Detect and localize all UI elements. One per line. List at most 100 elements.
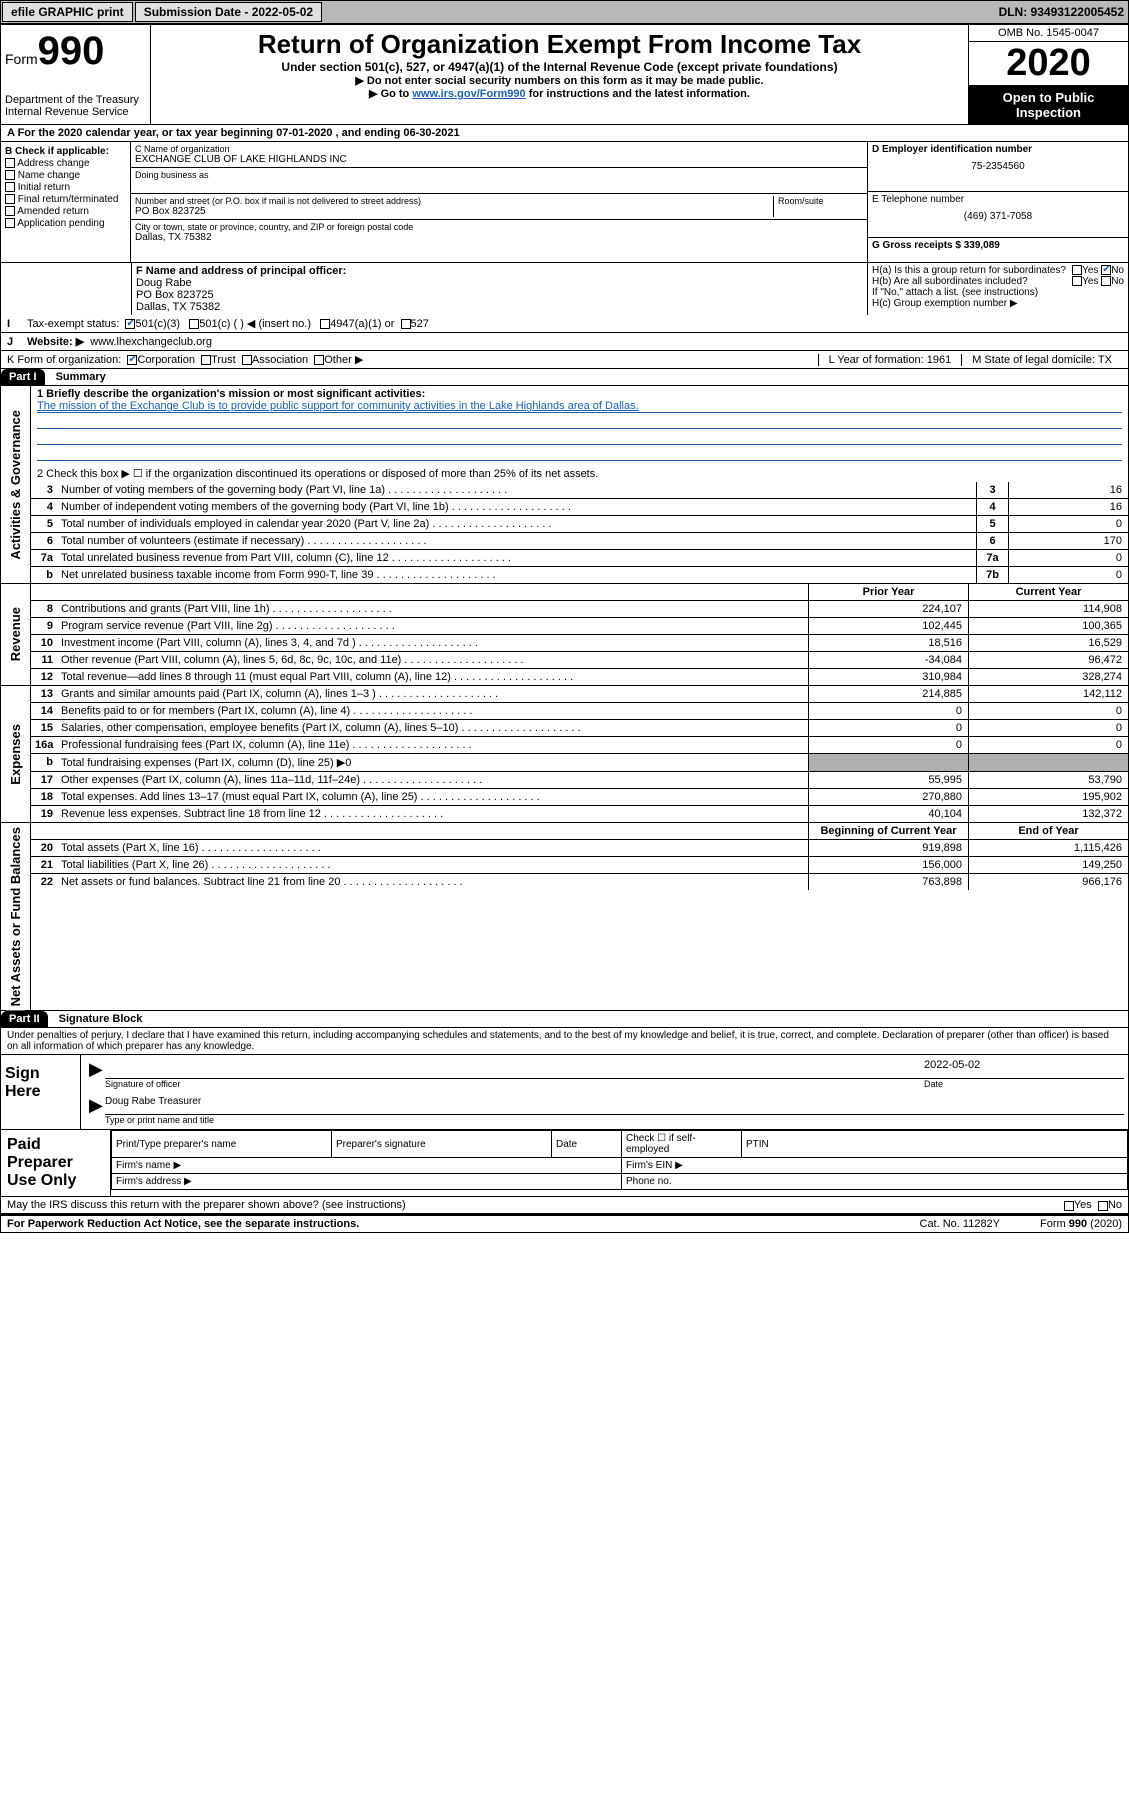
part1-revenue: Revenue Prior Year Current Year 8Contrib… bbox=[0, 584, 1129, 686]
chk-other[interactable] bbox=[314, 355, 324, 365]
sig-officer-label: Signature of officer bbox=[105, 1079, 924, 1089]
table-row: 4Number of independent voting members of… bbox=[31, 499, 1128, 516]
room-label: Room/suite bbox=[778, 196, 863, 206]
chk-trust[interactable] bbox=[201, 355, 211, 365]
table-row: 12Total revenue—add lines 8 through 11 (… bbox=[31, 669, 1128, 685]
part1-expenses: Expenses 13Grants and similar amounts pa… bbox=[0, 686, 1129, 823]
chk-corporation[interactable] bbox=[127, 355, 137, 365]
part1-title: Summary bbox=[48, 371, 106, 383]
vlabel-ag: Activities & Governance bbox=[6, 406, 25, 564]
website-label: Website: ▶ bbox=[27, 335, 84, 348]
sig-date: 2022-05-02 bbox=[924, 1059, 1124, 1079]
footer-row: For Paperwork Reduction Act Notice, see … bbox=[0, 1214, 1129, 1233]
chk-application-pending[interactable]: Application pending bbox=[5, 218, 126, 229]
table-row: 6Total number of volunteers (estimate if… bbox=[31, 533, 1128, 550]
table-row: 14Benefits paid to or for members (Part … bbox=[31, 703, 1128, 720]
declaration-text: Under penalties of perjury, I declare th… bbox=[0, 1028, 1129, 1055]
part1-activities-governance: Activities & Governance 1 Briefly descri… bbox=[0, 386, 1129, 584]
hc-label: H(c) Group exemption number ▶ bbox=[872, 298, 1124, 309]
vlabel-rev: Revenue bbox=[6, 603, 25, 665]
paid-preparer-label: Paid Preparer Use Only bbox=[1, 1130, 111, 1196]
mission-line-blank bbox=[37, 447, 1122, 461]
table-row: 21Total liabilities (Part X, line 26)156… bbox=[31, 857, 1128, 874]
chk-501c3[interactable] bbox=[125, 319, 135, 329]
paid-preparer-block: Paid Preparer Use Only Print/Type prepar… bbox=[0, 1130, 1129, 1197]
info-section: B Check if applicable: Address change Na… bbox=[0, 142, 1129, 262]
table-row: 11Other revenue (Part VIII, column (A), … bbox=[31, 652, 1128, 669]
part1-net-assets: Net Assets or Fund Balances Beginning of… bbox=[0, 823, 1129, 1011]
irs-label: Internal Revenue Service bbox=[5, 106, 146, 118]
table-row: 9Program service revenue (Part VIII, lin… bbox=[31, 618, 1128, 635]
form-title: Return of Organization Exempt From Incom… bbox=[155, 29, 964, 60]
chk-4947[interactable] bbox=[320, 319, 330, 329]
street-value: PO Box 823725 bbox=[135, 206, 773, 217]
chk-initial-return[interactable]: Initial return bbox=[5, 182, 126, 193]
chk-527[interactable] bbox=[401, 319, 411, 329]
pt-date-label: Date bbox=[552, 1131, 622, 1158]
table-row: 15Salaries, other compensation, employee… bbox=[31, 720, 1128, 737]
table-row: 18Total expenses. Add lines 13–17 (must … bbox=[31, 789, 1128, 806]
dba-label: Doing business as bbox=[135, 170, 863, 180]
form-number: Form990 bbox=[5, 29, 146, 74]
pt-sig-label: Preparer's signature bbox=[332, 1131, 552, 1158]
table-row: 8Contributions and grants (Part VIII, li… bbox=[31, 601, 1128, 618]
table-row: 3Number of voting members of the governi… bbox=[31, 482, 1128, 499]
sign-here-block: Sign Here ▶ Signature of officer 2022-05… bbox=[0, 1055, 1129, 1130]
table-row: bTotal fundraising expenses (Part IX, co… bbox=[31, 754, 1128, 772]
firm-name-label: Firm's name ▶ bbox=[112, 1158, 622, 1174]
chk-final-return[interactable]: Final return/terminated bbox=[5, 194, 126, 205]
type-name-label: Type or print name and title bbox=[105, 1115, 1124, 1125]
table-row: 5Total number of individuals employed in… bbox=[31, 516, 1128, 533]
hb-label: H(b) Are all subordinates included? Yes … bbox=[872, 276, 1124, 287]
tax-status-row: I Tax-exempt status: 501(c)(3) 501(c) ( … bbox=[0, 315, 1129, 333]
omb-number: OMB No. 1545-0047 bbox=[969, 25, 1128, 42]
ein-value: 75-2354560 bbox=[872, 161, 1124, 172]
chk-association[interactable] bbox=[242, 355, 252, 365]
signature-line[interactable]: ▶ bbox=[105, 1059, 924, 1079]
form-header: Form990 Department of the Treasury Inter… bbox=[0, 24, 1129, 125]
firm-addr-label: Firm's address ▶ bbox=[112, 1174, 622, 1190]
chk-amended-return[interactable]: Amended return bbox=[5, 206, 126, 217]
gross-receipts: G Gross receipts $ 339,089 bbox=[872, 240, 1000, 251]
street-label: Number and street (or P.O. box if mail i… bbox=[135, 196, 773, 206]
dln: DLN: 93493122005452 bbox=[999, 5, 1128, 19]
chk-address-change[interactable]: Address change bbox=[5, 158, 126, 169]
table-row: 13Grants and similar amounts paid (Part … bbox=[31, 686, 1128, 703]
line2: 2 Check this box ▶ ☐ if the organization… bbox=[31, 465, 1128, 482]
part2-title: Signature Block bbox=[51, 1013, 143, 1025]
col-begin-year: Beginning of Current Year bbox=[808, 823, 968, 839]
chk-name-change[interactable]: Name change bbox=[5, 170, 126, 181]
officer-name-line: ▶Doug Rabe Treasurer bbox=[105, 1095, 1124, 1115]
efile-button[interactable]: efile GRAPHIC print bbox=[2, 2, 133, 22]
table-row: bNet unrelated business taxable income f… bbox=[31, 567, 1128, 583]
vlabel-na: Net Assets or Fund Balances bbox=[6, 823, 25, 1010]
open-public-badge: Open to Public Inspection bbox=[969, 86, 1128, 124]
submission-date: Submission Date - 2022-05-02 bbox=[135, 2, 322, 22]
klm-row: K Form of organization: Corporation Trus… bbox=[0, 351, 1129, 369]
vlabel-exp: Expenses bbox=[6, 720, 25, 789]
table-row: 19Revenue less expenses. Subtract line 1… bbox=[31, 806, 1128, 822]
dept-treasury: Department of the Treasury bbox=[5, 94, 146, 106]
part2-header: Part II bbox=[1, 1011, 48, 1027]
officer-name: Doug Rabe bbox=[136, 277, 863, 289]
chk-501c[interactable] bbox=[189, 319, 199, 329]
city-value: Dallas, TX 75382 bbox=[135, 232, 863, 243]
table-row: 17Other expenses (Part IX, column (A), l… bbox=[31, 772, 1128, 789]
table-row: 22Net assets or fund balances. Subtract … bbox=[31, 874, 1128, 890]
pt-check-label: Check ☐ if self-employed bbox=[622, 1131, 742, 1158]
ein-label: D Employer identification number bbox=[872, 144, 1032, 155]
instr-ssn: ▶ Do not enter social security numbers o… bbox=[155, 74, 964, 87]
org-name-label: C Name of organization bbox=[135, 144, 863, 154]
city-label: City or town, state or province, country… bbox=[135, 222, 863, 232]
irs-link[interactable]: www.irs.gov/Form990 bbox=[412, 88, 525, 100]
state-domicile: M State of legal domicile: TX bbox=[961, 354, 1122, 366]
mission-text: The mission of the Exchange Club is to p… bbox=[37, 400, 1122, 413]
topbar: efile GRAPHIC print Submission Date - 20… bbox=[0, 0, 1129, 24]
preparer-table: Print/Type preparer's name Preparer's si… bbox=[111, 1130, 1128, 1190]
year-formation: L Year of formation: 1961 bbox=[818, 354, 962, 366]
firm-ein-label: Firm's EIN ▶ bbox=[622, 1158, 1128, 1174]
tax-year: 2020 bbox=[969, 42, 1128, 86]
part1-header: Part I bbox=[1, 369, 45, 385]
officer-label: F Name and address of principal officer: bbox=[136, 265, 346, 277]
form-subtitle: Under section 501(c), 527, or 4947(a)(1)… bbox=[155, 60, 964, 74]
